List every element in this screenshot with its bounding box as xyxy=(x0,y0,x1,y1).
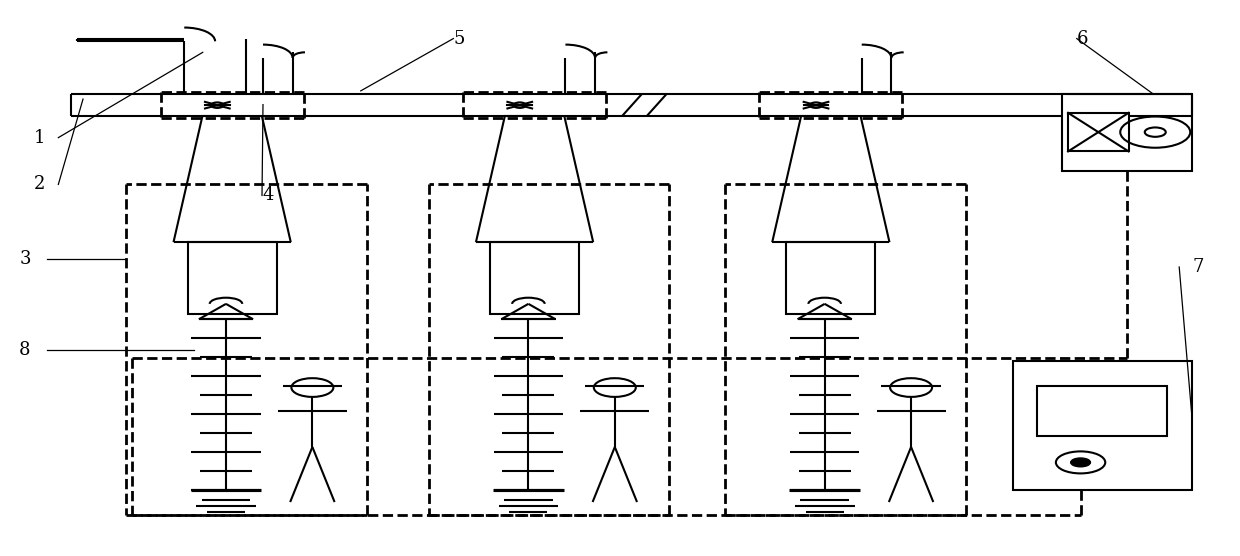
Bar xyxy=(1068,113,1128,151)
Bar xyxy=(1037,386,1167,435)
Bar xyxy=(1013,361,1192,490)
Circle shape xyxy=(1070,458,1090,467)
Text: 5: 5 xyxy=(454,29,465,48)
Text: 4: 4 xyxy=(263,186,274,205)
Text: 2: 2 xyxy=(35,176,46,193)
Bar xyxy=(490,242,579,314)
Text: 3: 3 xyxy=(20,250,31,268)
Text: 6: 6 xyxy=(1078,29,1089,48)
Bar xyxy=(187,242,277,314)
Text: 1: 1 xyxy=(33,128,46,147)
Text: 7: 7 xyxy=(1192,258,1203,276)
Bar xyxy=(1061,93,1192,171)
Bar xyxy=(786,242,875,314)
Text: 8: 8 xyxy=(20,341,31,359)
